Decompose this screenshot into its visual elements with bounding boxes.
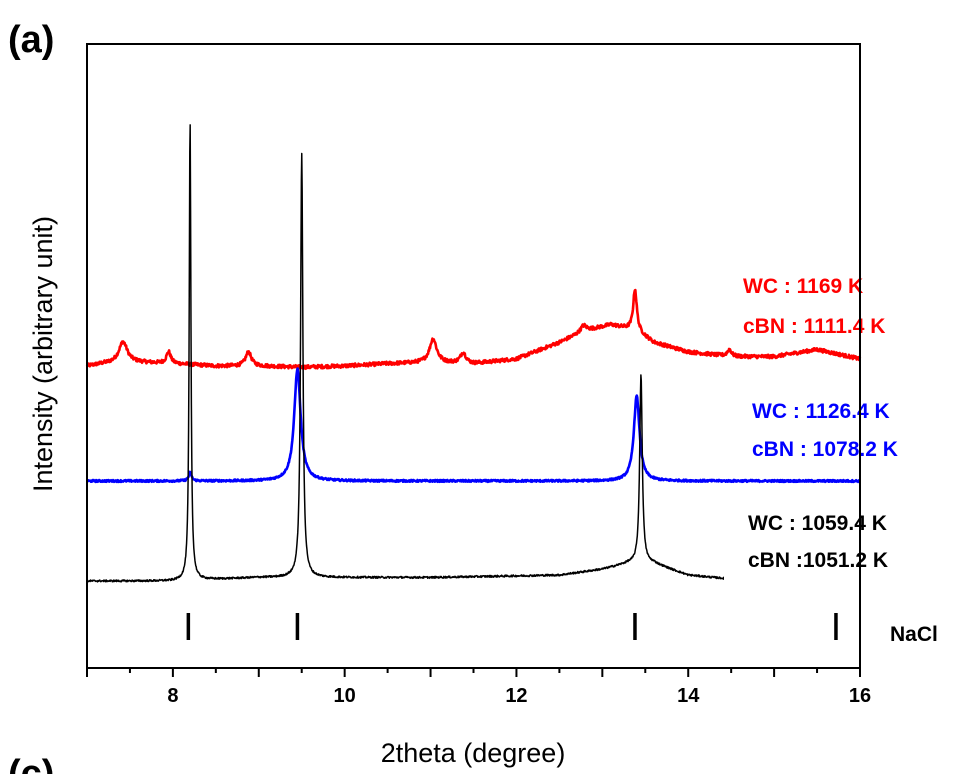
x-tick-label: 16 [849,685,871,707]
next-panel-label: (c) [8,753,54,774]
annotation-line: WC : 1169 K [743,275,863,298]
x-axis-ticks: 8 10 12 14 16 [86,668,871,707]
x-axis-title: 2theta (degree) [381,738,566,768]
annotation-group: WC : 1169 K cBN : 1111.4 K WC : 1126.4 K cB… [724,275,924,584]
reference-marker-group: NaCl [186,613,938,646]
series-line-3 [86,124,728,583]
x-tick-label: 8 [167,685,178,707]
series-line-2 [86,367,862,484]
panel-label: (a) [8,19,54,61]
annotation-line: cBN : 1111.4 K [743,315,885,338]
annotation-line: cBN :1051.2 K [748,549,888,572]
annotation-line: WC : 1059.4 K [748,512,887,535]
x-tick-label: 10 [334,685,356,707]
x-tick-label: 12 [505,685,527,707]
annotation-line: WC : 1126.4 K [752,400,890,423]
annotation-backdrop [724,502,924,584]
trace-group [85,124,862,583]
y-axis-title: Intensity (arbitrary unit) [28,216,58,492]
series-line-1 [85,288,862,370]
annotation-line: cBN : 1078.2 K [752,438,898,461]
x-tick-label: 14 [677,685,700,707]
reference-label: NaCl [890,623,938,646]
